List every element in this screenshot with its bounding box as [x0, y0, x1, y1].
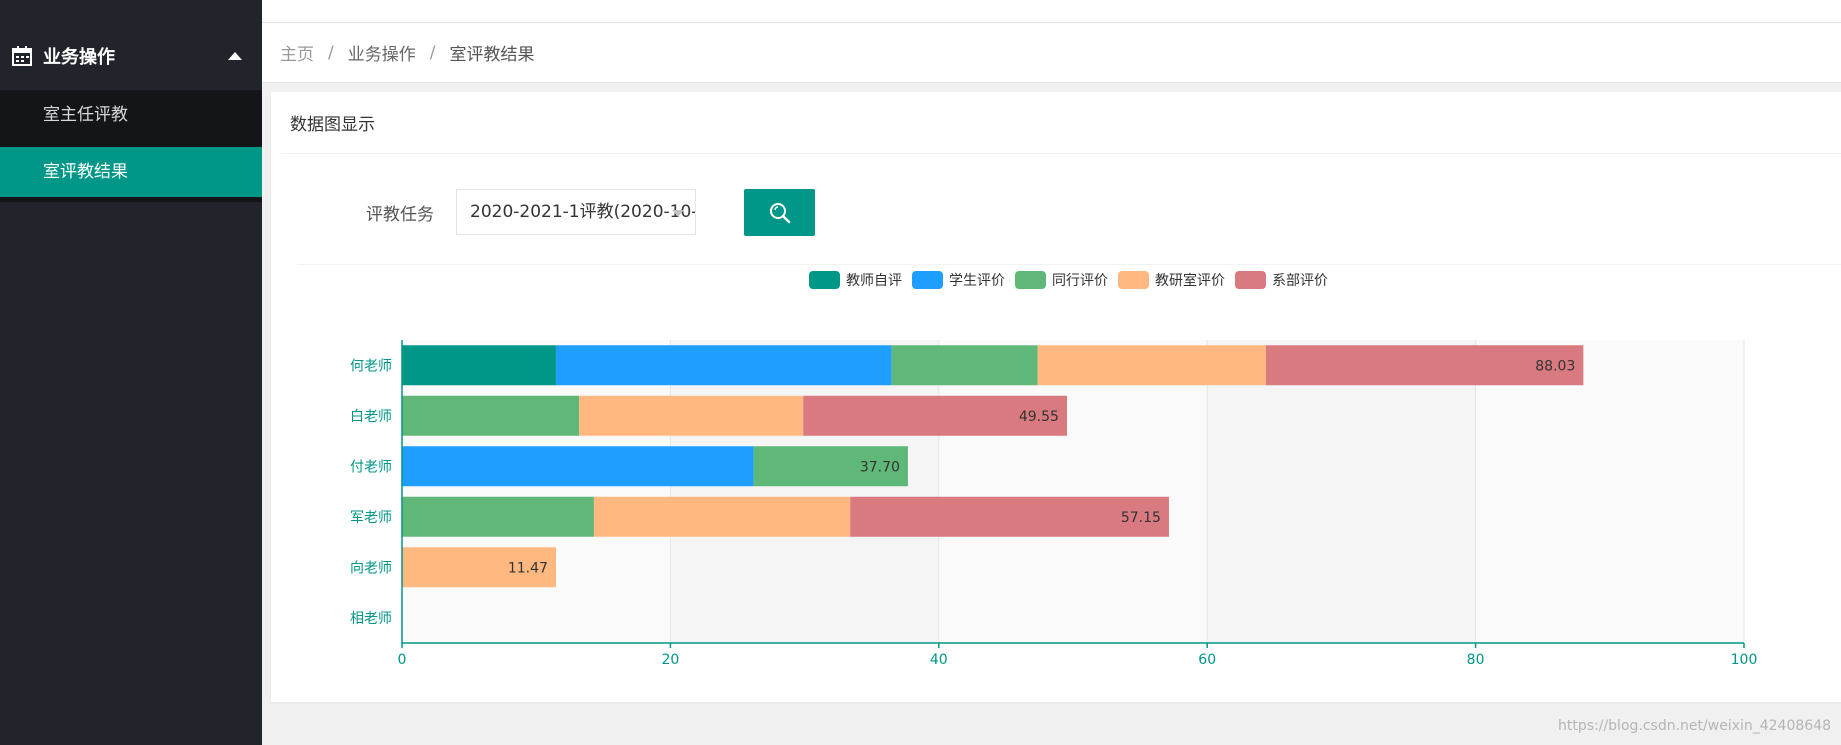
task-select-value: 2020-2021-1评教(2020-10-1 [470, 202, 696, 222]
legend-item[interactable]: 学生评价 [912, 270, 1005, 290]
dropdown-arrow-icon [672, 210, 684, 217]
legend-label: 教研室评价 [1155, 273, 1225, 289]
split-area [1207, 340, 1476, 643]
breadcrumb-separator: / [429, 42, 436, 63]
bar-segment [402, 395, 580, 436]
legend-swatch [809, 271, 840, 289]
task-select[interactable]: 2020-2021-1评教(2020-10-1 [456, 189, 696, 235]
bar-total-label: 37.70 [860, 459, 900, 475]
sidebar-group-business[interactable]: 业务操作 [0, 22, 262, 90]
legend-label: 同行评价 [1052, 273, 1108, 289]
sidebar-item-evaluation-results[interactable]: 室评教结果 [0, 147, 262, 197]
legend-label: 教师自评 [846, 273, 902, 289]
legend-item[interactable]: 同行评价 [1015, 270, 1108, 290]
sidebar-item-director-evaluation[interactable]: 室主任评教 [43, 105, 128, 125]
bar-segment [402, 547, 556, 588]
bar-total-label: 49.55 [1019, 409, 1059, 425]
bar-segment [402, 496, 594, 537]
bar-total-label: 57.15 [1121, 510, 1161, 526]
legend-item[interactable]: 教师自评 [809, 270, 902, 290]
legend-swatch [1235, 271, 1266, 289]
bar-segment [1265, 345, 1584, 386]
bar-segment [593, 496, 851, 537]
legend-item[interactable]: 教研室评价 [1118, 270, 1225, 290]
category-label: 付老师 [350, 459, 392, 475]
calendar-icon [12, 46, 32, 66]
category-label: 军老师 [350, 510, 392, 526]
legend-swatch [912, 271, 943, 289]
task-label: 评教任务 [366, 205, 434, 225]
bar-segment [891, 345, 1038, 386]
split-area [1475, 340, 1744, 643]
x-tick-label: 0 [398, 652, 407, 668]
bar-segment [1037, 345, 1266, 386]
breadcrumb-section[interactable]: 业务操作 [347, 45, 416, 65]
card-title: 数据图显示 [281, 92, 1841, 154]
split-area [402, 340, 671, 643]
bar-segment [402, 446, 754, 487]
split-area [938, 340, 1208, 643]
x-tick-label: 100 [1731, 652, 1758, 668]
sidebar: 业务操作 室主任评教 室评教结果 [0, 0, 262, 745]
sidebar-submenu: 室主任评教 室评教结果 [0, 90, 262, 202]
bar-segment [803, 395, 1067, 436]
split-area [670, 340, 939, 643]
category-label: 相老师 [350, 611, 392, 627]
category-label: 何老师 [350, 358, 392, 374]
bar-total-label: 88.03 [1535, 358, 1575, 374]
category-label: 向老师 [350, 560, 392, 576]
x-tick-label: 20 [661, 652, 679, 668]
search-button[interactable] [744, 189, 815, 236]
x-tick-label: 80 [1467, 652, 1485, 668]
stacked-bar-chart: 相老师 向老师 11.47 军老师 57.15 付老师 37.70 白老师 49.55 何老师 88… [350, 340, 1758, 668]
bar-segment [402, 345, 556, 386]
chart-legend: 教师自评 学生评价 同行评价 教研室评价 系部评价 [809, 268, 1338, 292]
breadcrumb-separator: / [328, 42, 334, 63]
sidebar-group-title: 业务操作 [43, 47, 115, 68]
bar-segment [850, 496, 1169, 537]
breadcrumb: 主页 / 业务操作 / 室评教结果 [262, 23, 1841, 83]
x-tick-label: 60 [1198, 652, 1216, 668]
bar-total-label: 11.47 [508, 560, 548, 576]
breadcrumb-home[interactable]: 主页 [280, 45, 314, 65]
divider [297, 264, 1841, 265]
search-icon [769, 202, 790, 223]
legend-label: 学生评价 [949, 273, 1005, 289]
bar-segment [555, 345, 892, 386]
legend-swatch [1118, 271, 1149, 289]
legend-item[interactable]: 系部评价 [1235, 270, 1328, 290]
legend-swatch [1015, 271, 1046, 289]
watermark: https://blog.csdn.net/weixin_42408648 [1557, 718, 1831, 734]
legend-label: 系部评价 [1272, 273, 1328, 289]
bar-segment [753, 446, 908, 487]
category-label: 白老师 [350, 409, 392, 425]
top-header [262, 0, 1841, 23]
breadcrumb-current: 室评教结果 [449, 45, 535, 65]
x-tick-label: 40 [930, 652, 948, 668]
bar-segment [579, 395, 804, 436]
caret-up-icon [228, 52, 242, 60]
